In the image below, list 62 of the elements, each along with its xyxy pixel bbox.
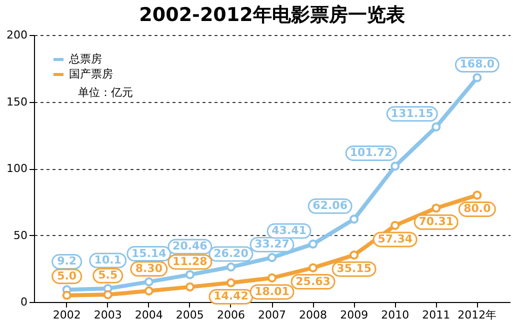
y-tick-label: 150 xyxy=(6,95,28,108)
y-tick-label: 0 xyxy=(20,296,28,308)
data-label: 10.1 xyxy=(94,254,122,267)
x-tick-label: 2008 xyxy=(299,308,328,322)
data-label: 168.0 xyxy=(460,58,495,71)
data-label: 5.5 xyxy=(98,268,118,282)
x-tick-label: 2007 xyxy=(258,308,286,322)
data-label: 11.28 xyxy=(172,254,208,268)
point xyxy=(267,273,277,282)
data-label: 14.42 xyxy=(214,290,248,303)
point xyxy=(144,286,154,296)
point xyxy=(144,277,154,286)
data-label: 101.72 xyxy=(350,146,392,160)
data-label: 33.27 xyxy=(254,238,290,251)
y-tick-label: 50 xyxy=(14,228,28,242)
x-tick-label: 2002 xyxy=(52,308,81,322)
x-tick-label: 2012年 xyxy=(458,308,497,322)
data-label: 5.0 xyxy=(57,269,77,282)
data-label: 62.06 xyxy=(312,199,348,212)
point xyxy=(432,204,441,213)
x-tick-label: 2004 xyxy=(134,308,163,322)
x-tick-label: 2010 xyxy=(381,308,410,322)
data-label: 9.2 xyxy=(57,254,77,268)
data-label: 18.01 xyxy=(254,284,290,298)
data-label: 20.46 xyxy=(172,240,208,253)
x-tick-label: 2011 xyxy=(422,308,450,322)
point xyxy=(350,214,359,224)
data-label: 15.14 xyxy=(132,246,167,260)
point xyxy=(390,162,400,171)
x-tick-label: 2005 xyxy=(176,308,204,322)
point xyxy=(350,250,359,260)
y-tick-label: 100 xyxy=(6,162,28,175)
point xyxy=(432,122,441,132)
point xyxy=(390,220,400,230)
x-tick-label: 2006 xyxy=(216,308,245,322)
data-label: 26.20 xyxy=(214,247,249,260)
point xyxy=(62,290,72,300)
legend-label: 总票房 xyxy=(68,52,102,66)
x-tick-label: 2003 xyxy=(94,308,122,322)
point xyxy=(226,278,236,288)
point xyxy=(226,262,236,272)
chart-title: 2002-2012年电影票房一览表 xyxy=(139,4,406,26)
legend-label: 国产票房 xyxy=(69,68,113,80)
data-label: 35.15 xyxy=(336,262,372,276)
x-tick-label: 2009 xyxy=(340,308,368,322)
point xyxy=(472,190,482,200)
y-tick-label: 200 xyxy=(6,28,28,42)
data-label: 43.41 xyxy=(272,224,306,238)
point xyxy=(308,240,318,249)
data-label: 57.34 xyxy=(378,232,413,246)
data-label: 131.15 xyxy=(390,106,434,120)
data-label: 80.0 xyxy=(464,202,492,216)
point xyxy=(267,253,277,262)
data-label: 70.31 xyxy=(418,215,454,228)
point xyxy=(185,270,194,280)
point xyxy=(472,73,482,82)
point xyxy=(308,263,318,272)
data-label: 25.63 xyxy=(296,274,330,288)
annotation: 单位：亿元 xyxy=(78,86,133,99)
data-label: 8.30 xyxy=(135,262,163,275)
point xyxy=(103,290,112,300)
point xyxy=(185,282,194,292)
